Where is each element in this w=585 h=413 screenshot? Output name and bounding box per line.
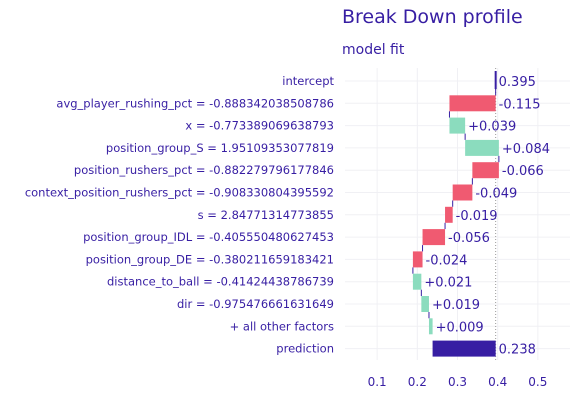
row-label: dir = -0.975476661631649 [177,297,334,311]
x-tick-label: 0.1 [368,375,387,389]
value-label: +0.019 [432,298,480,313]
value-label: +0.021 [424,276,472,291]
chart-subtitle: model fit [342,42,405,58]
value-label: -0.019 [456,209,498,224]
positive-bar [449,117,466,134]
row-label: position_group_IDL = -0.405550480627453 [83,230,334,244]
value-label: -0.066 [502,164,544,179]
positive-bar [412,273,422,290]
row-label: distance_to_ball = -0.41424438786739 [107,275,334,289]
negative-bar [472,162,499,179]
chart-title: Break Down profile [342,6,523,28]
prediction-bar [432,340,496,357]
negative-bar [412,251,423,268]
negative-bar [445,206,453,223]
row-label: x = -0.773389069638793 [185,119,334,133]
x-tick-label: 0.5 [528,375,547,389]
value-label: +0.039 [468,120,516,135]
row-label: position_rushers_pct = -0.88227979617784… [74,163,334,177]
row-label: context_position_rushers_pct = -0.908330… [25,186,334,200]
row-label: avg_player_rushing_pct = -0.888342038508… [56,96,334,110]
value-label: 0.238 [499,343,536,358]
negative-bar [422,229,446,246]
row-label: intercept [282,74,334,88]
value-label: 0.395 [499,75,536,90]
value-label: +0.009 [436,320,484,335]
negative-bar [449,95,496,112]
positive-bar [421,296,429,312]
negative-bar [452,184,473,201]
x-tick-label: 0.4 [488,375,507,389]
row-label: s = 2.84771314773855 [198,208,334,222]
row-label: + all other factors [230,319,334,333]
x-tick-label: 0.3 [448,375,467,389]
value-label: +0.084 [502,142,550,157]
positive-bar [465,139,499,156]
row-label: position_group_S = 1.95109353077819 [106,141,334,155]
row-label: prediction [276,342,334,356]
x-tick-label: 0.2 [408,375,427,389]
value-label: -0.024 [426,253,468,268]
value-label: -0.115 [499,97,541,112]
positive-bar [428,318,433,335]
value-label: -0.049 [475,187,517,202]
value-label: -0.056 [448,231,490,246]
row-label: position_group_DE = -0.380211659183421 [86,252,334,266]
